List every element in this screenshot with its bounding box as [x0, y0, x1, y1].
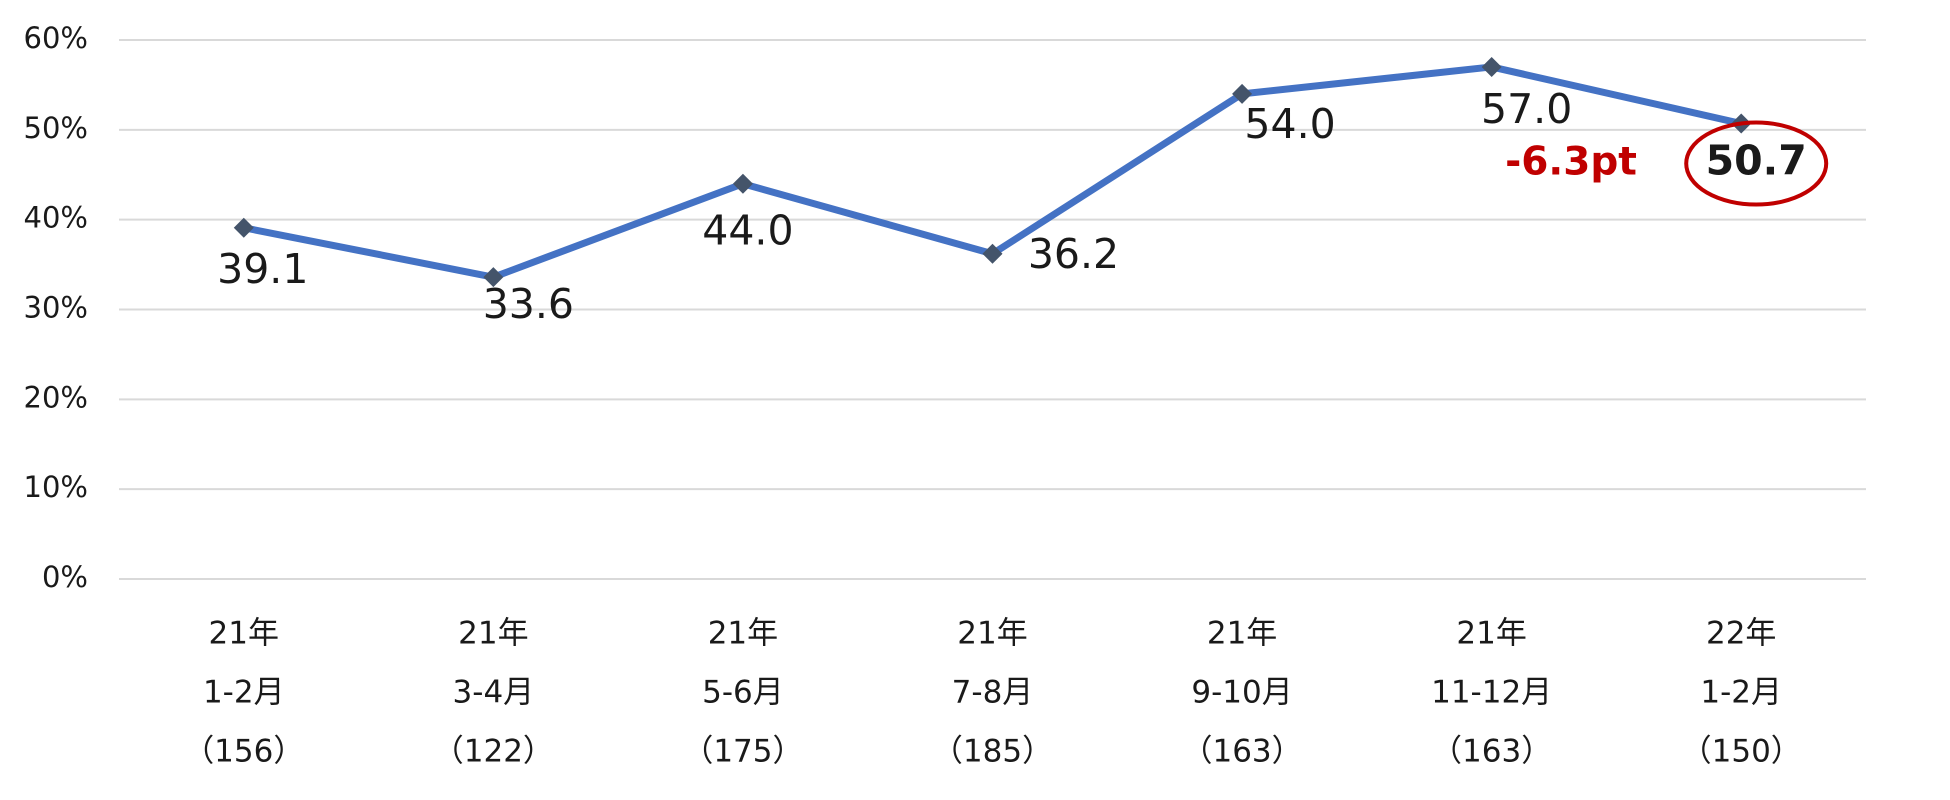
x-tick-label: （175）	[682, 734, 803, 770]
marker	[1232, 83, 1253, 104]
x-tick-label: （156）	[183, 734, 304, 770]
x-tick-label: 21年	[209, 616, 279, 652]
x-tick-label: （122）	[433, 734, 554, 770]
x-tick-label: 21年	[1207, 616, 1277, 652]
x-tick-label: 21年	[708, 616, 778, 652]
x-tick-label: 7-8月	[952, 675, 1034, 711]
data-label: 50.7	[1706, 137, 1807, 185]
x-tick-label: 11-12月	[1431, 675, 1552, 711]
y-tick-label: 30%	[24, 291, 88, 325]
x-tick-label: 9-10月	[1191, 675, 1292, 711]
data-label: 33.6	[483, 280, 574, 328]
marker	[982, 243, 1003, 264]
x-tick-label: 1-2月	[1700, 675, 1782, 711]
y-tick-label: 40%	[24, 201, 88, 235]
data-label: 44.0	[702, 207, 793, 255]
marker	[732, 173, 753, 194]
x-tick-label: （163）	[1431, 734, 1552, 770]
y-tick-label: 60%	[24, 21, 88, 55]
x-tick-label: （185）	[932, 734, 1053, 770]
marker	[1481, 56, 1502, 77]
highlight-ellipse	[1684, 120, 1829, 207]
x-tick-label: 21年	[458, 616, 528, 652]
x-tick-label: （163）	[1181, 734, 1302, 770]
x-tick-label: 21年	[957, 616, 1027, 652]
data-label: 39.1	[217, 245, 308, 293]
y-tick-label: 20%	[24, 380, 88, 414]
x-tick-label: （150）	[1681, 734, 1802, 770]
x-tick-label: 22年	[1706, 616, 1776, 652]
marker	[233, 217, 254, 238]
y-tick-label: 0%	[42, 560, 88, 594]
data-label: 57.0	[1481, 85, 1572, 133]
x-tick-label: 5-6月	[702, 675, 784, 711]
annotation: -6.3pt	[1505, 140, 1637, 185]
y-tick-label: 10%	[24, 470, 88, 504]
x-tick-label: 21年	[1456, 616, 1526, 652]
y-tick-label: 50%	[24, 111, 88, 145]
data-label: 54.0	[1244, 100, 1335, 148]
x-tick-label: 3-4月	[453, 675, 535, 711]
x-tick-label: 1-2月	[203, 675, 285, 711]
data-label: 36.2	[1028, 230, 1119, 278]
marker	[483, 267, 504, 288]
